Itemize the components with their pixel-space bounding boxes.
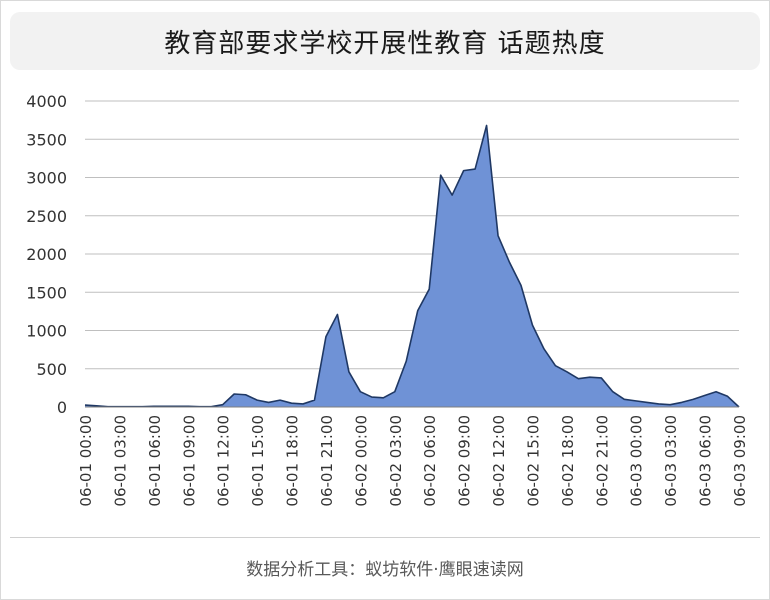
y-tick-label: 1500 [26,283,67,302]
x-tick-label: 06-03 00:00 [628,415,646,507]
y-tick-label: 3000 [26,169,67,188]
chart-title: 教育部要求学校开展性教育 话题热度 [164,28,606,59]
y-tick-label: 500 [36,360,67,379]
y-tick-label: 1000 [26,322,67,341]
y-tick-label: 0 [57,398,67,417]
source-credit: 数据分析工具：蚁坊软件·鹰眼速读网 [246,560,524,580]
x-tick-label: 06-02 12:00 [490,415,508,507]
x-tick-label: 06-02 00:00 [352,415,370,507]
x-tick-label: 06-01 12:00 [215,415,233,507]
y-tick-label: 4000 [26,92,67,111]
footer-divider [10,537,760,538]
x-tick-label: 06-03 03:00 [662,415,680,507]
x-tick-label: 06-01 21:00 [318,415,336,507]
y-tick-label: 2500 [26,207,67,226]
x-tick-label: 06-01 09:00 [180,415,198,507]
x-tick-label: 06-02 06:00 [421,415,439,507]
x-tick-label: 06-03 09:00 [731,415,749,507]
series-line [84,124,740,408]
x-tick-label: 06-02 15:00 [524,415,542,507]
series-area [85,125,739,407]
x-tick-label: 06-01 06:00 [146,415,164,507]
x-tick-label: 06-02 03:00 [387,415,405,507]
x-tick-label: 06-02 09:00 [456,415,474,507]
y-tick-label: 2000 [26,245,67,264]
x-tick-label: 06-02 21:00 [593,415,611,507]
x-tick-label: 06-01 18:00 [284,415,302,507]
x-tick-label: 06-01 15:00 [249,415,267,507]
x-tick-label: 06-01 03:00 [111,415,129,507]
x-tick-label: 06-03 06:00 [697,415,715,507]
x-tick-label: 06-02 18:00 [559,415,577,507]
title-banner: 教育部要求学校开展性教育 话题热度 [10,12,760,70]
chart-plot: 0 500 1000 1500 2000 2500 3000 3500 4000 06-01 00… [26,92,749,507]
y-tick-label: 3500 [26,130,67,149]
x-tick-label: 06-01 00:00 [77,415,95,507]
